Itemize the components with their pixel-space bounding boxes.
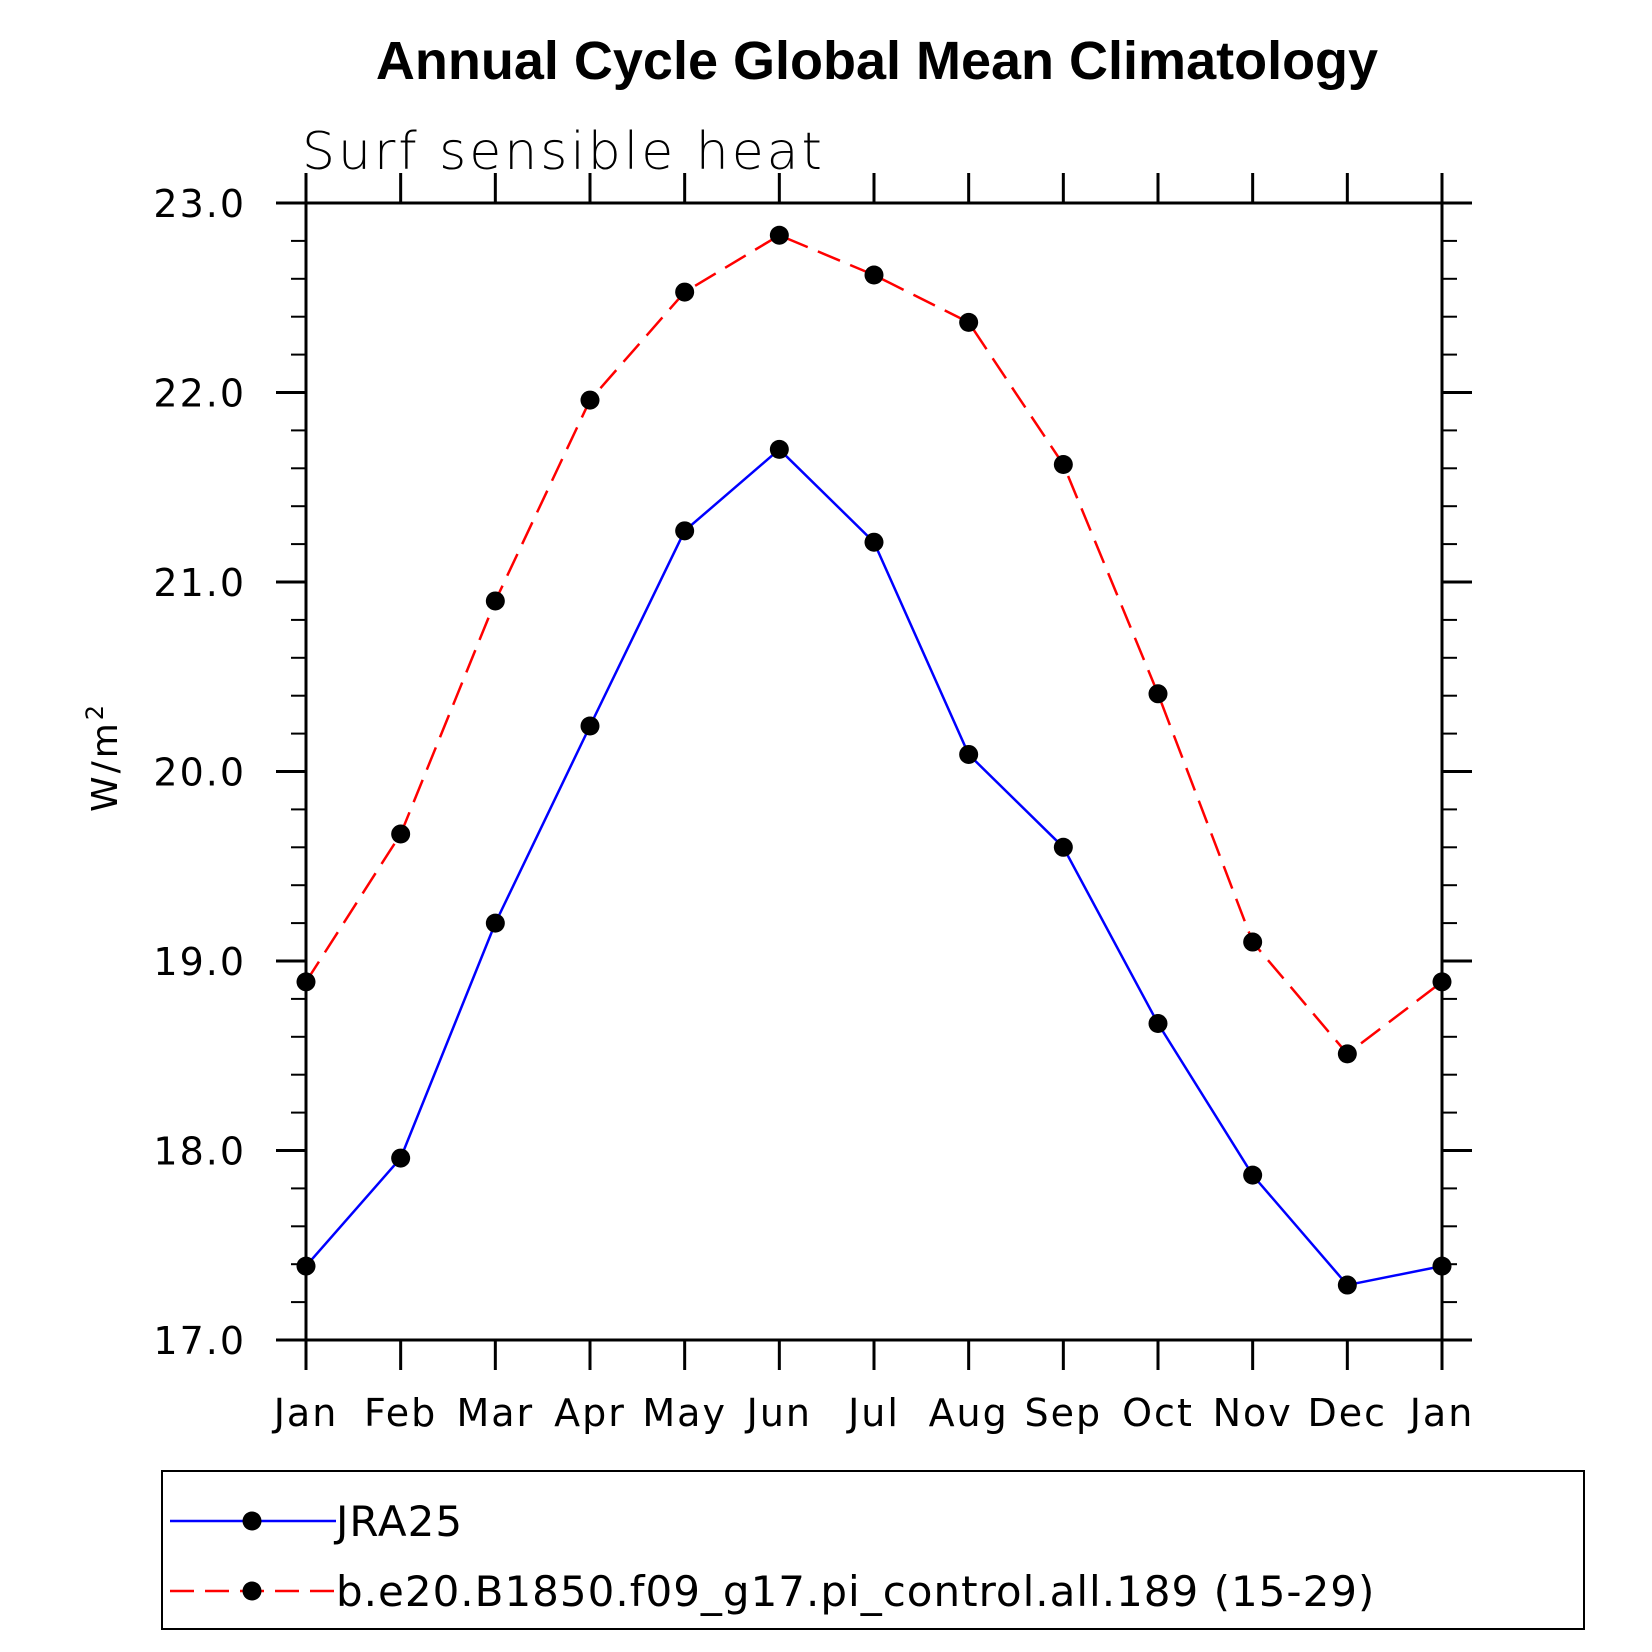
series-1-point xyxy=(1337,1275,1357,1295)
series-1-point xyxy=(391,1148,411,1168)
series-1-point xyxy=(769,439,789,459)
series-2-point xyxy=(769,225,789,245)
series-line-1 xyxy=(305,447,1443,1287)
series-1-point xyxy=(296,1256,316,1276)
legend-swatch-marker-2 xyxy=(242,1581,262,1601)
x-tick-label: Dec xyxy=(1308,1391,1388,1435)
y-tick-label: 23.0 xyxy=(153,182,246,226)
series-1-point xyxy=(959,744,979,764)
x-tick-label: May xyxy=(642,1391,727,1435)
series-2-point xyxy=(959,312,979,332)
series-1-point xyxy=(864,532,884,552)
series-2-point xyxy=(391,824,411,844)
series-1-point xyxy=(580,716,600,736)
legend: JRA25 b.e20.B1850.f09_g17.pi_control.all.… xyxy=(161,1470,1585,1630)
series-2-point xyxy=(1053,455,1073,475)
x-tick-label: Oct xyxy=(1122,1391,1194,1435)
series-2-point xyxy=(485,591,505,611)
x-tick-label: Jun xyxy=(745,1391,812,1435)
series-1-point xyxy=(1148,1014,1168,1034)
y-tick-label: 17.0 xyxy=(153,1319,246,1363)
series-1-point xyxy=(1053,837,1073,857)
y-tick-label: 21.0 xyxy=(153,561,246,605)
x-tick-label: Aug xyxy=(929,1391,1009,1435)
x-tick-label: Jan xyxy=(1408,1391,1475,1435)
series-2-point xyxy=(1148,684,1168,704)
y-tick-label: 22.0 xyxy=(153,372,246,416)
series-2-point xyxy=(1432,972,1452,992)
y-tick-label: 20.0 xyxy=(153,751,246,795)
x-tick-label: Jul xyxy=(846,1391,900,1435)
x-tick-label: Jan xyxy=(272,1391,339,1435)
series-2-point xyxy=(864,265,884,285)
series-2-point xyxy=(296,972,316,992)
y-axis-label-superscript: 2 xyxy=(81,702,109,720)
y-axis-label: W/m2 xyxy=(81,702,126,812)
x-tick-label: Nov xyxy=(1213,1391,1293,1435)
y-tick-label: 18.0 xyxy=(153,1130,246,1174)
legend-label-1: JRA25 xyxy=(333,1497,463,1546)
series-1-point xyxy=(1243,1165,1263,1185)
series-2-point xyxy=(1243,932,1263,952)
x-tick-label: Feb xyxy=(364,1391,437,1435)
chart-title: Annual Cycle Global Mean Climatology xyxy=(376,31,1378,91)
legend-label-2: b.e20.B1850.f09_g17.pi_control.all.189 (… xyxy=(336,1567,1375,1616)
x-tick-label: Sep xyxy=(1025,1391,1103,1435)
plot-frame xyxy=(304,201,1444,1342)
series-1-point xyxy=(675,521,695,541)
chart-subtitle: Surf sensible heat xyxy=(302,122,825,182)
x-tick-label: Mar xyxy=(456,1391,534,1435)
legend-swatch-marker-1 xyxy=(242,1511,262,1531)
x-tick-label: Apr xyxy=(554,1391,626,1435)
legend-box xyxy=(161,1470,1585,1630)
series-line-2 xyxy=(304,233,1443,1056)
series-1-point xyxy=(1432,1256,1452,1276)
plot-area: 17.0 18.0 19.0 20.0 21.0 22.0 23.0 Jan Feb Mar Apr… xyxy=(153,173,1475,1435)
y-tick-label: 19.0 xyxy=(153,940,246,984)
y-axis-label-base: W/m xyxy=(85,720,126,812)
series-1-point xyxy=(485,913,505,933)
series-2-point xyxy=(580,390,600,410)
series-2-point xyxy=(675,282,695,302)
series-2-point xyxy=(1337,1044,1357,1064)
